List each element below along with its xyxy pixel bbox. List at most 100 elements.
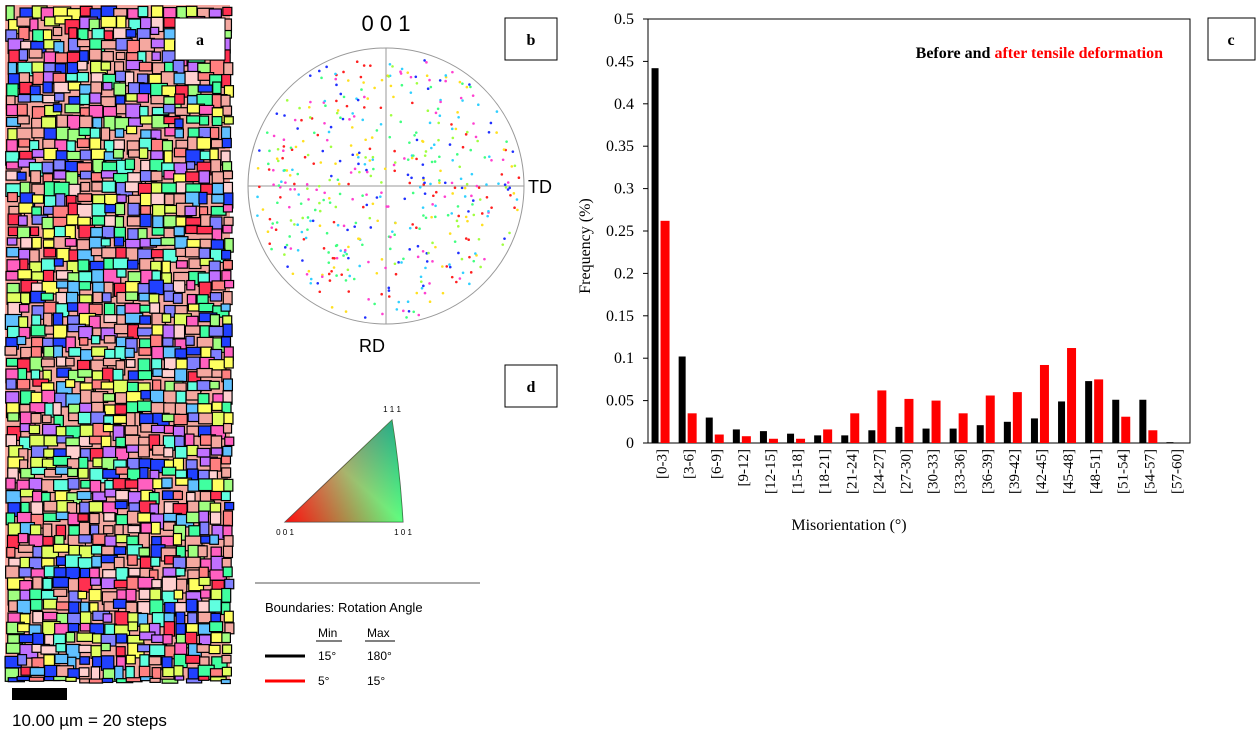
pole-point <box>403 197 407 201</box>
pole-point <box>358 170 361 174</box>
pole-point <box>423 181 426 185</box>
grain <box>77 259 90 272</box>
pole-point <box>308 116 312 119</box>
grain <box>148 656 162 666</box>
pole-point <box>392 163 396 167</box>
pole-point <box>441 291 445 295</box>
pole-point <box>411 101 414 105</box>
grain <box>80 181 91 192</box>
pole-point <box>438 179 441 182</box>
grain <box>150 150 164 161</box>
pole-point <box>456 111 459 114</box>
panel-label-box <box>1207 17 1256 61</box>
grain <box>138 547 151 557</box>
grain <box>136 73 149 84</box>
pole-point <box>308 74 312 77</box>
pole-point <box>508 186 512 190</box>
pole-point <box>432 143 436 147</box>
pole-point <box>471 94 475 97</box>
grain <box>222 259 233 270</box>
y-tick-label: 0.45 <box>606 53 634 70</box>
grain <box>125 588 137 602</box>
grain <box>149 334 163 349</box>
pole-point <box>412 310 416 314</box>
pole-point <box>497 182 500 185</box>
grain <box>210 435 223 449</box>
pole-point <box>324 104 327 108</box>
grain <box>198 115 210 126</box>
grain <box>103 525 114 535</box>
y-tick-label: 0.2 <box>614 265 634 282</box>
pole-point <box>289 247 293 250</box>
pole-point <box>328 279 332 282</box>
grain <box>78 281 92 291</box>
pole-point <box>503 237 506 240</box>
grain <box>185 556 201 569</box>
grain <box>103 30 114 41</box>
grain <box>5 477 16 490</box>
grain <box>17 654 28 666</box>
boundary-min: 5° <box>318 674 330 688</box>
bar <box>1039 364 1049 443</box>
grain <box>148 279 165 296</box>
pole-point <box>293 118 297 122</box>
pole-point <box>256 195 259 199</box>
pole-point <box>461 271 465 275</box>
pole-point <box>430 215 433 219</box>
grain <box>173 413 188 426</box>
pole-point <box>420 286 424 290</box>
pole-point <box>360 88 363 91</box>
grain <box>53 567 67 578</box>
grain <box>16 171 27 181</box>
pole-point <box>338 192 342 196</box>
pole-point <box>465 85 469 89</box>
grain <box>162 103 176 114</box>
pole-point <box>330 306 334 309</box>
pole-point <box>366 97 370 100</box>
grain <box>127 621 139 632</box>
pole-point <box>351 112 354 115</box>
pole-point <box>340 273 344 276</box>
pole-point <box>342 95 346 99</box>
pole-point <box>321 149 325 153</box>
pole-point <box>424 150 428 153</box>
pole-point <box>448 232 452 235</box>
pole-point <box>369 226 373 229</box>
x-tick-label: [9-12] <box>736 449 752 487</box>
grain <box>174 348 188 359</box>
pole-point <box>429 85 433 89</box>
y-tick-label: 0.15 <box>606 308 634 325</box>
grain <box>89 512 100 525</box>
pole-point <box>337 182 341 186</box>
pole-point <box>405 316 408 319</box>
grain <box>224 436 235 447</box>
grain <box>30 170 42 184</box>
pole-point <box>361 243 364 247</box>
grain <box>211 411 225 428</box>
boundary-max: 15° <box>367 674 385 688</box>
pole-point <box>477 237 481 241</box>
y-tick-label: 0.05 <box>606 393 634 410</box>
x-tick-label: [30-33] <box>926 449 942 494</box>
grain <box>113 236 125 247</box>
grain <box>197 545 208 558</box>
grain <box>102 81 113 91</box>
grain <box>116 268 127 278</box>
pole-point <box>408 141 411 144</box>
pole-point <box>349 144 353 147</box>
grain <box>42 598 58 610</box>
grain <box>196 225 214 235</box>
pole-point <box>268 242 272 246</box>
pole-point <box>471 203 474 206</box>
pole-point <box>516 208 519 212</box>
grain <box>52 312 64 327</box>
grain <box>64 103 81 114</box>
grain <box>173 589 184 600</box>
grain <box>151 578 162 589</box>
grain <box>53 345 64 359</box>
pole-point <box>464 237 468 240</box>
pole-point <box>459 96 463 100</box>
pole-point <box>342 224 346 228</box>
pole-point <box>280 180 283 183</box>
grain <box>100 61 112 71</box>
